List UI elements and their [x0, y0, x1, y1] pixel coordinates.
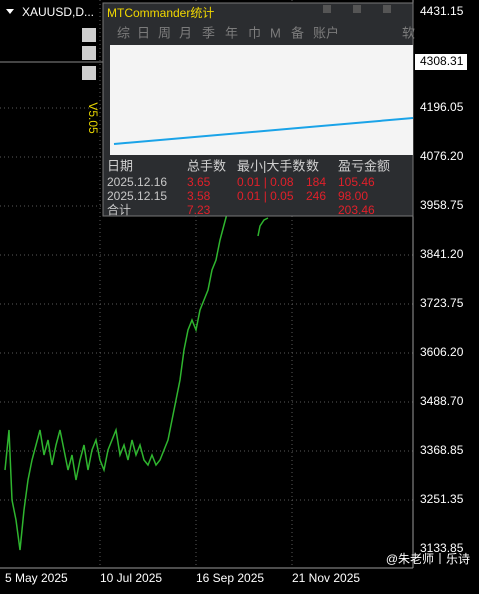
price-label: 3841.20: [420, 247, 464, 261]
price-bars: [4, 199, 233, 551]
table-cell: 3.58: [187, 189, 211, 203]
table-cell: 3.65: [187, 175, 211, 189]
panel-tab: 年: [225, 25, 238, 40]
table-cell: 0.01 | 0.08: [237, 175, 294, 189]
stats-panel: MTCommander统计 综日周月季年巾 M 备账户 软 日期 总手数 最小|大手数数 盈…: [102, 2, 415, 217]
panel-tab: 日: [137, 25, 150, 40]
table-header: 数: [306, 158, 319, 173]
total-label: 合计: [107, 202, 131, 217]
price-label: 3368.85: [420, 443, 464, 457]
equity-plot: [110, 45, 413, 155]
total-lots: 7.23: [187, 203, 211, 217]
price-label: 4431.15: [420, 4, 464, 18]
watermark: @朱老师丨乐诗: [386, 552, 470, 566]
table-cell: 0.01 | 0.05: [237, 189, 294, 203]
table-cell: 246: [306, 189, 326, 203]
symbol-label: XAUUSD,D...: [22, 5, 94, 19]
price-label: 3606.20: [420, 345, 464, 359]
panel-button[interactable]: [383, 5, 391, 13]
table-cell: 98.00: [338, 189, 368, 203]
price-label: 3251.35: [420, 492, 464, 506]
price-label: 3723.75: [420, 296, 464, 310]
panel-tab: 周: [158, 25, 171, 40]
equity-curve: [113, 117, 414, 145]
table-cell: 184: [306, 175, 326, 189]
icon[interactable]: [82, 28, 96, 42]
panel-button[interactable]: [323, 5, 331, 13]
icon[interactable]: [82, 66, 96, 80]
date-label: 10 Jul 2025: [100, 571, 162, 585]
price-label: 4196.05: [420, 100, 464, 114]
panel-tab: 账户: [313, 25, 339, 40]
panel-tab: 备: [291, 25, 304, 40]
price-label: 4076.20: [420, 149, 464, 163]
panel-tab: M: [270, 25, 281, 40]
current-price: 4308.31: [420, 54, 464, 68]
price-label: 3133.85: [420, 541, 464, 555]
table-header: 日期: [107, 158, 133, 173]
date-label: 5 May 2025: [5, 571, 68, 585]
panel-tab: 综: [117, 25, 130, 40]
date-label: 21 Nov 2025: [292, 571, 360, 585]
date-label: 16 Sep 2025: [196, 571, 264, 585]
table-header: 最小|大手数: [237, 158, 305, 173]
current-price-box: [415, 54, 467, 70]
panel-title: MTCommander统计: [107, 6, 214, 20]
price-label: 3958.75: [420, 198, 464, 212]
table-cell: 2025.12.16: [107, 175, 167, 189]
price-bars-right: [257, 217, 269, 237]
panel-tab: 季: [202, 25, 215, 40]
version-label: V5.05: [86, 102, 100, 134]
icon[interactable]: [82, 46, 96, 60]
panel-tab: 巾: [248, 25, 261, 40]
panel-button[interactable]: [353, 5, 361, 13]
panel-tab: 月: [179, 25, 192, 40]
total-profit: 203.46: [338, 203, 375, 217]
table-header: 盈亏金额: [338, 158, 390, 173]
table-cell: 105.46: [338, 175, 375, 189]
panel-tab: 软: [402, 25, 415, 40]
price-label: 3488.70: [420, 394, 464, 408]
table-cell: 2025.12.15: [107, 189, 167, 203]
table-header: 总手数: [187, 158, 226, 173]
menu-arrow[interactable]: [6, 9, 14, 14]
